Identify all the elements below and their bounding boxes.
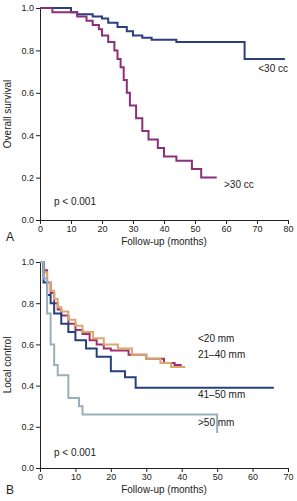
x-axis-title: Follow-up (months) [121,236,207,247]
x-tick: 30 [142,468,152,482]
x-tick: 10 [66,220,76,234]
x-tick: 80 [283,220,293,234]
x-tick-label: 20 [97,224,107,234]
y-tick-label: 1.0 [21,3,34,13]
y-tick-mark [36,50,40,51]
y-tick: 0.4 [21,381,40,391]
x-tick: 20 [97,220,107,234]
y-tick-mark [36,220,40,221]
series-label: <30 cc [258,63,288,74]
y-tick-label: 0.6 [21,88,34,98]
y-tick: 0.8 [21,299,40,309]
y-tick-label: 1.0 [21,257,34,267]
figure: 0 10 20 30 40 50 60 70 80 0.0 0.2 0.4 0.6 0.8 1.0 Follo… [0,0,297,501]
series-label: 41–50 mm [198,389,245,400]
x-tick-label: 30 [128,224,138,234]
y-tick-label: 0.0 [21,215,34,225]
y-tick: 0.6 [21,340,40,350]
x-tick-label: 0 [38,224,43,234]
x-tick: 60 [248,468,258,482]
x-tick: 50 [213,468,223,482]
y-tick: 0.4 [21,131,40,141]
y-tick-label: 0.8 [21,299,34,309]
survival-curve [40,262,217,433]
x-tick: 60 [221,220,231,234]
y-tick-label: 0.8 [21,46,34,56]
y-tick: 0.6 [21,88,40,98]
y-tick: 1.0 [21,257,40,267]
x-tick: 70 [283,468,293,482]
x-tick-label: 20 [106,472,116,482]
y-tick: 0.0 [21,215,40,225]
panel-letter: A [6,230,14,244]
x-tick: 20 [106,468,116,482]
x-tick: 40 [159,220,169,234]
x-tick-label: 40 [177,472,187,482]
x-tick: 40 [177,468,187,482]
panel: 0 10 20 30 40 50 60 70 0.0 0.2 0.4 0.6 0.8 1.0 Follow-… [2,257,294,495]
panel-letter: B [6,483,14,497]
x-tick-label: 50 [190,224,200,234]
y-tick-mark [36,262,40,263]
x-tick-label: 80 [283,224,293,234]
y-axis: 0.0 0.2 0.4 0.6 0.8 1.0 [21,3,40,225]
x-tick: 50 [190,220,200,234]
y-tick-label: 0.2 [21,173,34,183]
y-tick-mark [36,386,40,387]
plot-area [40,8,285,178]
y-axis-title: Overall survival [2,80,13,148]
x-tick-label: 10 [71,472,81,482]
y-tick: 1.0 [21,3,40,13]
x-axis: 0 10 20 30 40 50 60 70 [38,468,294,482]
y-tick-mark [36,178,40,179]
y-tick-mark [36,303,40,304]
x-tick-label: 30 [142,472,152,482]
y-tick: 0.0 [21,463,40,473]
y-tick-mark [36,8,40,9]
x-tick-label: 10 [66,224,76,234]
series-label: >30 cc [224,179,254,190]
y-tick-label: 0.0 [21,463,34,473]
y-tick-mark [36,135,40,136]
y-axis: 0.0 0.2 0.4 0.6 0.8 1.0 [21,257,40,473]
p-value: p < 0.001 [54,447,96,458]
x-tick: 0 [38,468,43,482]
x-tick: 0 [38,220,43,234]
x-axis-title: Follow-up (months) [121,484,207,495]
y-axis-line [36,263,41,469]
x-tick-label: 70 [252,224,262,234]
x-tick-label: 70 [283,472,293,482]
x-tick-label: 0 [38,472,43,482]
x-tick-label: 60 [248,472,258,482]
x-tick: 30 [128,220,138,234]
y-tick-mark [36,344,40,345]
y-tick-label: 0.2 [21,422,34,432]
x-axis: 0 10 20 30 40 50 60 70 80 [38,220,294,234]
x-tick: 70 [252,220,262,234]
survival-curve [40,262,274,388]
y-axis-line [36,9,41,221]
y-tick: 0.2 [21,173,40,183]
p-value: p < 0.001 [54,196,96,207]
y-tick-mark [36,427,40,428]
x-tick-label: 60 [221,224,231,234]
panel: 0 10 20 30 40 50 60 70 80 0.0 0.2 0.4 0.6 0.8 1.0 Follo… [2,3,294,247]
series-label: 21–40 mm [198,349,245,360]
x-tick-label: 40 [159,224,169,234]
series-label: <20 mm [198,333,234,344]
y-tick: 0.2 [21,422,40,432]
y-tick-label: 0.4 [21,131,34,141]
y-tick-label: 0.4 [21,381,34,391]
y-axis-title: Local control [2,337,13,394]
y-tick-label: 0.6 [21,340,34,350]
x-tick: 10 [71,468,81,482]
plot-area [40,262,274,433]
y-tick-mark [36,93,40,94]
series-label: >50 mm [198,417,234,428]
y-tick-mark [36,468,40,469]
survival-curve [40,8,217,178]
x-tick-label: 50 [213,472,223,482]
y-tick: 0.8 [21,46,40,56]
